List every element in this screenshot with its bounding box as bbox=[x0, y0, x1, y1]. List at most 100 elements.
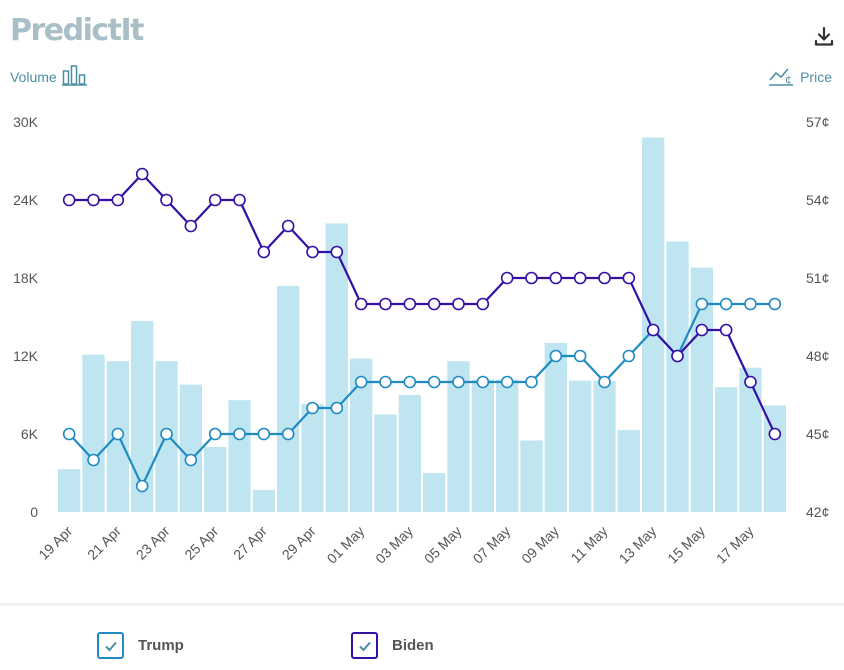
series-point-biden bbox=[671, 349, 684, 363]
series-point-biden bbox=[598, 271, 611, 285]
series-point-biden bbox=[573, 271, 587, 285]
legend-label-biden: Biden bbox=[392, 637, 434, 654]
legend-label-trump: Trump bbox=[138, 637, 184, 654]
x-tick-label: 19 Apr bbox=[35, 523, 75, 563]
volume-bar bbox=[301, 404, 324, 512]
x-tick-label: 21 Apr bbox=[84, 523, 124, 563]
series-point-biden bbox=[87, 193, 100, 207]
series-point-biden bbox=[549, 271, 563, 285]
series-point-trump bbox=[281, 427, 295, 441]
series-point-trump bbox=[549, 349, 563, 363]
series-point-trump bbox=[719, 297, 733, 311]
x-tick-label: 07 May bbox=[470, 523, 514, 567]
predictit-logo: PredictIt bbox=[10, 13, 145, 54]
series-point-biden bbox=[622, 271, 636, 285]
x-tick-label: 01 May bbox=[324, 523, 368, 567]
series-point-trump bbox=[257, 427, 271, 441]
volume-tick-label: 24K bbox=[13, 192, 39, 208]
series-point-trump bbox=[573, 349, 587, 363]
volume-bar bbox=[569, 380, 592, 512]
download-icon[interactable] bbox=[812, 24, 836, 48]
series-point-trump bbox=[695, 297, 709, 311]
x-tick-label: 09 May bbox=[518, 523, 562, 567]
volume-bar bbox=[82, 354, 105, 512]
volume-bar bbox=[593, 380, 616, 512]
price-tick-label: 54¢ bbox=[806, 192, 829, 208]
volume-tick-label: 18K bbox=[13, 270, 39, 286]
volume-tick-label: 12K bbox=[13, 348, 39, 364]
series-point-biden bbox=[427, 297, 441, 311]
series-point-biden bbox=[184, 219, 198, 233]
series-point-biden bbox=[233, 193, 246, 207]
volume-bar bbox=[252, 489, 275, 512]
series-point-biden bbox=[306, 245, 319, 259]
series-point-biden bbox=[111, 193, 125, 207]
series-point-trump bbox=[62, 427, 76, 441]
x-tick-label: 17 May bbox=[713, 523, 757, 567]
volume-bar bbox=[398, 395, 421, 512]
x-tick-label: 03 May bbox=[372, 523, 416, 567]
series-point-biden bbox=[135, 167, 149, 181]
x-tick-label: 15 May bbox=[664, 523, 708, 567]
biden-checkbox[interactable] bbox=[351, 632, 378, 659]
series-point-trump bbox=[403, 375, 417, 389]
trump-checkbox[interactable] bbox=[97, 632, 124, 659]
series-point-trump bbox=[354, 375, 368, 389]
volume-bar bbox=[277, 285, 300, 512]
series-point-trump bbox=[379, 375, 392, 389]
series-point-trump bbox=[233, 427, 246, 441]
series-point-trump bbox=[135, 479, 149, 493]
volume-toggle[interactable]: Volume bbox=[10, 64, 88, 89]
series-point-trump bbox=[306, 401, 319, 415]
series-point-biden bbox=[281, 219, 295, 233]
volume-bar bbox=[544, 343, 567, 512]
series-point-biden bbox=[695, 323, 709, 337]
x-tick-label: 13 May bbox=[616, 523, 660, 567]
series-point-trump bbox=[330, 401, 344, 415]
series-point-trump bbox=[452, 375, 465, 389]
volume-bar bbox=[496, 379, 519, 512]
price-toggle[interactable]: ¢ Price bbox=[768, 64, 832, 89]
volume-bar bbox=[763, 405, 786, 512]
series-point-biden bbox=[525, 271, 538, 285]
series-point-biden bbox=[452, 297, 465, 311]
volume-bar bbox=[447, 361, 470, 512]
check-icon bbox=[358, 641, 371, 651]
volume-bar bbox=[204, 447, 227, 512]
series-point-trump bbox=[87, 453, 100, 467]
series-point-biden bbox=[476, 297, 490, 311]
svg-text:¢: ¢ bbox=[785, 73, 792, 86]
series-point-biden bbox=[62, 193, 76, 207]
x-tick-label: 23 Apr bbox=[133, 523, 173, 563]
price-tick-label: 45¢ bbox=[806, 426, 829, 442]
series-point-trump bbox=[160, 427, 173, 441]
volume-bar bbox=[374, 414, 397, 512]
series-point-biden bbox=[768, 427, 782, 441]
series-point-trump bbox=[598, 375, 611, 389]
series-point-trump bbox=[427, 375, 441, 389]
logo-text: PredictIt bbox=[10, 13, 145, 48]
legend-item-biden[interactable]: Biden bbox=[351, 632, 434, 659]
series-point-trump bbox=[208, 427, 222, 441]
series-point-trump bbox=[500, 375, 514, 389]
line-chart-icon: ¢ bbox=[768, 64, 794, 89]
series-point-trump bbox=[184, 453, 198, 467]
volume-tick-label: 6K bbox=[21, 426, 39, 442]
series-point-trump bbox=[768, 297, 782, 311]
series-point-biden bbox=[257, 245, 271, 259]
volume-bar bbox=[715, 387, 738, 512]
volume-bar bbox=[325, 223, 348, 512]
series-point-biden bbox=[403, 297, 417, 311]
volume-bar bbox=[617, 430, 640, 512]
legend-item-trump[interactable]: Trump bbox=[97, 632, 184, 659]
series-point-trump bbox=[525, 375, 538, 389]
x-tick-label: 25 Apr bbox=[181, 523, 221, 563]
series-point-biden bbox=[160, 193, 173, 207]
volume-bar bbox=[739, 367, 762, 512]
chart-header: PredictIt Volume ¢ Price bbox=[0, 0, 844, 100]
series-point-biden bbox=[646, 323, 660, 337]
x-tick-label: 27 Apr bbox=[230, 523, 270, 563]
series-point-trump bbox=[476, 375, 490, 389]
price-tick-label: 51¢ bbox=[806, 270, 829, 286]
volume-bar bbox=[228, 400, 251, 512]
